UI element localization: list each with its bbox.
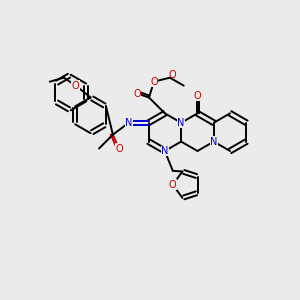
Text: N: N	[178, 118, 185, 128]
Text: O: O	[150, 76, 158, 87]
Text: N: N	[161, 146, 169, 156]
Text: O: O	[72, 81, 80, 91]
Text: O: O	[169, 70, 177, 80]
Text: O: O	[169, 180, 177, 190]
Text: O: O	[194, 91, 201, 100]
Text: O: O	[133, 88, 141, 98]
Text: O: O	[115, 143, 123, 154]
Text: N: N	[125, 118, 132, 128]
Text: N: N	[210, 136, 218, 147]
